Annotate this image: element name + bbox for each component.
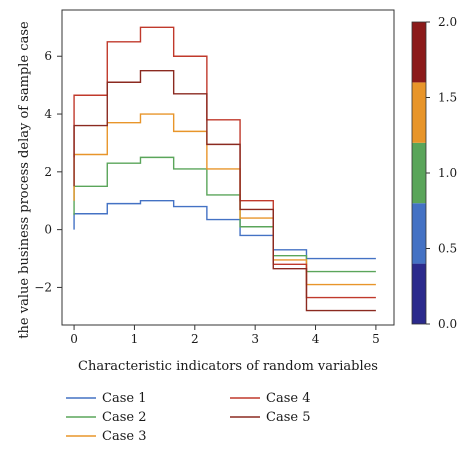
series-line-case-2 (73, 156, 376, 273)
y-tick-label: 6 (44, 49, 52, 63)
colorbar-segment (412, 82, 426, 143)
axis-layer: 0 1 2 3 4 5 −2 0 2 4 6 (34, 49, 379, 346)
x-tick-label: 3 (251, 332, 259, 346)
y-tick-label: 2 (44, 165, 52, 179)
colorbar-segment (412, 263, 426, 324)
x-axis-label: Characteristic indicators of random vari… (78, 359, 378, 374)
y-tick-label: 0 (44, 223, 52, 237)
colorbar-tick-label: 0.5 (438, 242, 457, 256)
colorbar-tick-label: 1.5 (438, 91, 457, 105)
legend-label: Case 1 (102, 391, 146, 406)
colorbar: 0.0 0.5 1.0 1.5 2.0 (411, 15, 457, 331)
series-line-case-1 (73, 200, 376, 260)
plot-frame (61, 9, 395, 326)
x-tick-label: 5 (372, 332, 380, 346)
series-layer (73, 26, 376, 312)
x-tick-label: 4 (312, 332, 320, 346)
series-line-case-4 (73, 26, 376, 299)
legend-label: Case 4 (266, 391, 310, 406)
colorbar-segment (412, 142, 426, 204)
colorbar-segment (412, 22, 426, 83)
legend-label: Case 2 (102, 410, 146, 425)
legend-label: Case 5 (266, 410, 310, 425)
legend: Case 1 Case 2 Case 3 Case 4 Case 5 (66, 391, 310, 444)
x-tick-label: 1 (131, 332, 139, 346)
plot-border (61, 9, 395, 326)
series-line-case-5 (73, 69, 376, 312)
x-tick-label: 0 (70, 332, 78, 346)
legend-label: Case 3 (102, 429, 146, 444)
colorbar-tick-label: 1.0 (438, 166, 457, 180)
colorbar-segment (412, 203, 426, 264)
y-tick-label: −2 (34, 280, 52, 294)
y-axis-label: the value business process delay of samp… (17, 21, 32, 339)
colorbar-tick-label: 0.0 (438, 317, 457, 331)
colorbar-tick-label: 2.0 (438, 15, 457, 29)
x-tick-label: 2 (191, 332, 199, 346)
y-tick-label: 4 (44, 107, 52, 121)
